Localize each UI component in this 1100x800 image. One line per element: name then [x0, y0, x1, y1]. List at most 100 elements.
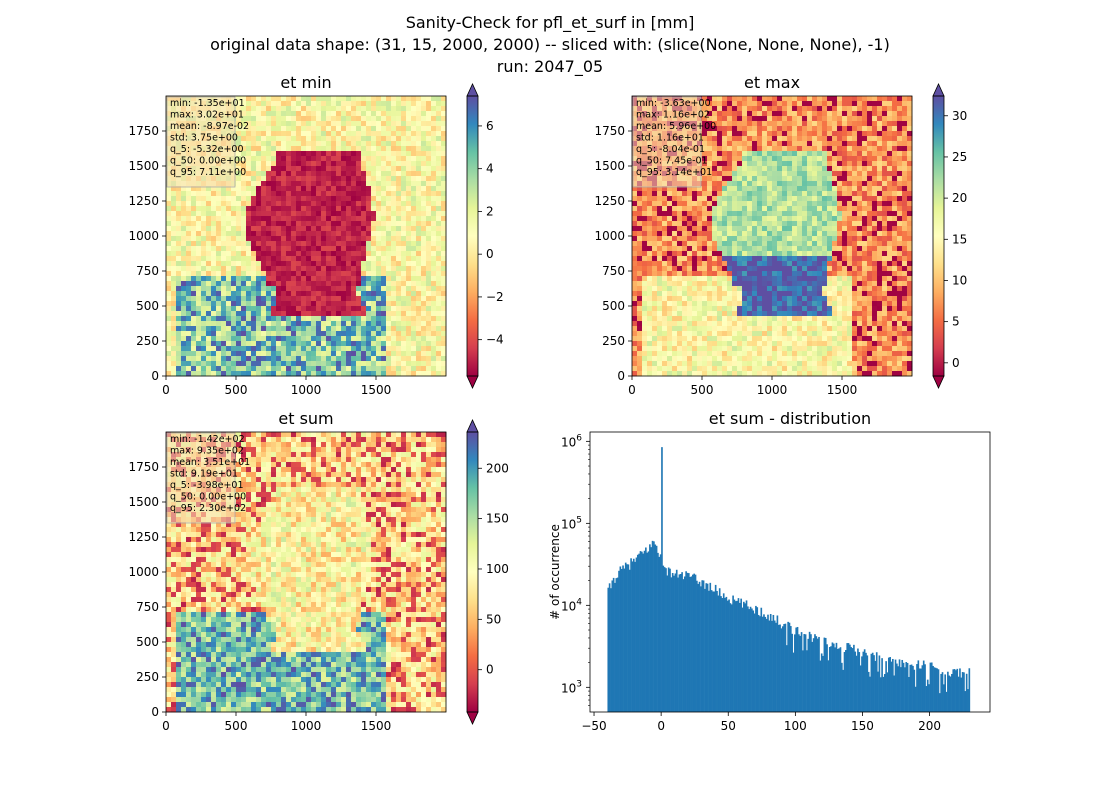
heatmap-cell: [306, 281, 312, 287]
heatmap-cell: [847, 241, 853, 247]
heatmap-cell: [331, 346, 337, 352]
heatmap-cell: [667, 196, 673, 202]
heatmap-cell: [251, 151, 257, 157]
heatmap-cell: [246, 246, 252, 252]
heatmap-cell: [336, 166, 342, 172]
x-tick-label: 1000: [291, 383, 322, 397]
heatmap-cell: [862, 116, 868, 122]
heatmap-cell: [191, 191, 197, 197]
heatmap-cell: [381, 151, 387, 157]
heatmap-cell: [351, 161, 357, 167]
heatmap-cell: [757, 236, 763, 242]
heatmap-cell: [406, 166, 412, 172]
heatmap-cell: [867, 166, 873, 172]
heatmap-cell: [822, 211, 828, 217]
heatmap-cell: [306, 106, 312, 112]
heatmap-cell: [857, 156, 863, 162]
heatmap-cell: [426, 241, 432, 247]
heatmap-cell: [872, 231, 878, 237]
heatmap-cell: [316, 246, 322, 252]
heatmap-cell: [847, 151, 853, 157]
heatmap-cell: [396, 186, 402, 192]
heatmap-cell: [812, 131, 818, 137]
heatmap-cell: [256, 251, 262, 257]
heatmap-cell: [842, 161, 848, 167]
heatmap-cell: [201, 246, 207, 252]
heatmap-cell: [386, 306, 392, 312]
heatmap-cell: [206, 221, 212, 227]
heatmap-cell: [777, 141, 783, 147]
heatmap-cell: [246, 216, 252, 222]
heatmap-cell: [211, 211, 217, 217]
heatmap-cell: [737, 136, 743, 142]
heatmap-cell: [441, 116, 447, 122]
heatmap-cell: [191, 256, 197, 262]
heatmap-cell: [747, 146, 753, 152]
heatmap-cell: [867, 146, 873, 152]
heatmap-cell: [802, 116, 808, 122]
heatmap-cell: [777, 166, 783, 172]
heatmap-cell: [797, 201, 803, 207]
heatmap-cell: [882, 201, 888, 207]
heatmap-cell: [672, 246, 678, 252]
heatmap-cell: [301, 166, 307, 172]
heatmap-cell: [642, 236, 648, 242]
heatmap-cell: [887, 131, 893, 137]
heatmap-cell: [341, 336, 347, 342]
heatmap-cell: [276, 131, 282, 137]
heatmap-cell: [261, 96, 267, 102]
heatmap-cell: [201, 226, 207, 232]
heatmap-cell: [697, 246, 703, 252]
heatmap-cell: [231, 186, 237, 192]
heatmap-cell: [241, 151, 247, 157]
heatmap-cell: [386, 101, 392, 107]
heatmap-cell: [902, 201, 908, 207]
heatmap-cell: [321, 351, 327, 357]
heatmap-cell: [356, 176, 362, 182]
heatmap-cell: [431, 356, 437, 362]
heatmap-cell: [742, 251, 748, 257]
heatmap-cell: [832, 211, 838, 217]
heatmap-cell: [837, 191, 843, 197]
heatmap-cell: [351, 366, 357, 372]
heatmap-cell: [311, 96, 317, 102]
heatmap-cell: [356, 191, 362, 197]
heatmap-cell: [301, 316, 307, 322]
heatmap-cell: [441, 306, 447, 312]
heatmap-cell: [441, 311, 447, 317]
heatmap-cell: [246, 206, 252, 212]
heatmap-cell: [341, 271, 347, 277]
heatmap-cell: [882, 176, 888, 182]
heatmap-cell: [241, 311, 247, 317]
heatmap-cell: [431, 346, 437, 352]
heatmap-cell: [767, 231, 773, 237]
heatmap-cell: [431, 216, 437, 222]
heatmap-cell: [221, 276, 227, 282]
heatmap-cell: [416, 361, 422, 367]
heatmap-cell: [301, 221, 307, 227]
heatmap-cell: [316, 301, 322, 307]
heatmap-cell: [276, 141, 282, 147]
heatmap-cell: [201, 366, 207, 372]
heatmap-cell: [246, 276, 252, 282]
heatmap-cell: [857, 126, 863, 132]
heatmap-cell: [181, 291, 187, 297]
heatmap-cell: [341, 256, 347, 262]
heatmap-cell: [291, 351, 297, 357]
heatmap-cell: [251, 346, 257, 352]
heatmap-cell: [732, 136, 738, 142]
heatmap-cell: [797, 231, 803, 237]
heatmap-cell: [812, 101, 818, 107]
heatmap-cell: [371, 361, 377, 367]
heatmap-cell: [632, 216, 638, 222]
heatmap-cell: [246, 191, 252, 197]
heatmap-cell: [727, 106, 733, 112]
heatmap-cell: [276, 111, 282, 117]
heatmap-cell: [717, 161, 723, 167]
heatmap-cell: [782, 216, 788, 222]
heatmap-cell: [241, 186, 247, 192]
heatmap-cell: [386, 181, 392, 187]
heatmap-cell: [171, 276, 177, 282]
heatmap-cell: [652, 221, 658, 227]
heatmap-cell: [261, 161, 267, 167]
